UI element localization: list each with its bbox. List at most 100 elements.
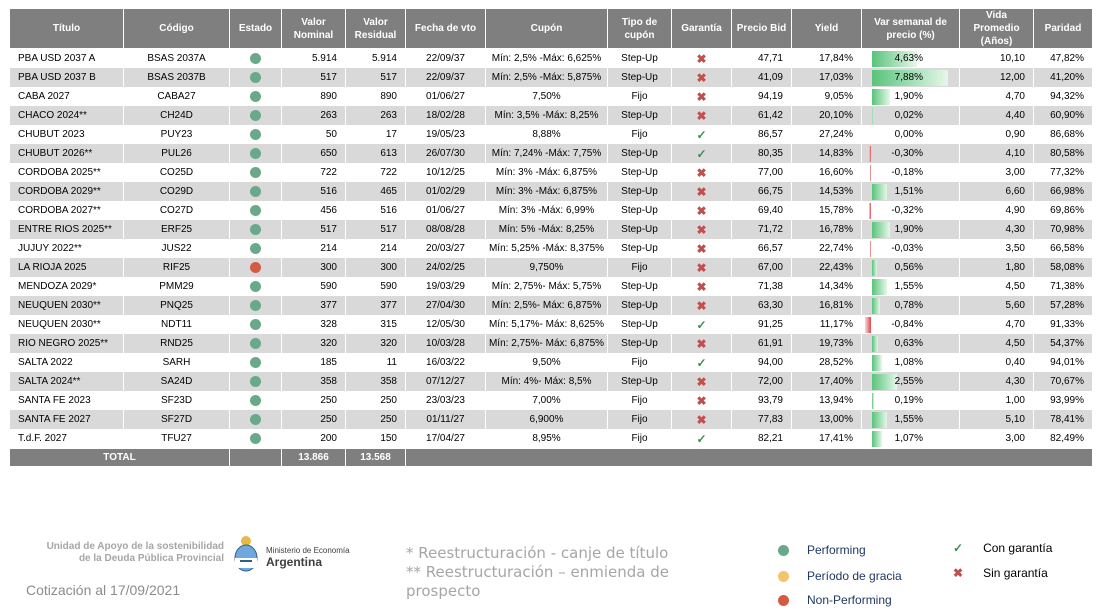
col-header-tipo-cupon: Tipo de cupón — [607, 8, 672, 49]
performing-dot-icon — [250, 166, 261, 178]
cell-fecha-vto: 01/02/29 — [405, 182, 486, 201]
cross-icon: ✖ — [696, 108, 707, 123]
performing-dot-icon — [250, 413, 261, 425]
non-performing-dot-icon — [778, 595, 789, 607]
cell-valor-residual: 465 — [345, 182, 406, 201]
cell-var-semanal: 1,90% — [861, 220, 960, 239]
cell-tipo-cupon: Step-Up — [607, 334, 672, 353]
cell-cupon: Mín: 2,75%- Máx: 6,875% — [485, 334, 608, 353]
cell-titulo: SALTA 2022 — [9, 353, 124, 372]
cell-valor-nominal: 377 — [281, 296, 346, 315]
cell-paridad: 70,98% — [1033, 220, 1093, 239]
cell-valor-residual: 250 — [345, 410, 406, 429]
cell-titulo: CHACO 2024** — [9, 106, 124, 125]
cell-fecha-vto: 01/06/27 — [405, 87, 486, 106]
cell-yield: 17,40% — [791, 372, 862, 391]
cell-yield: 28,52% — [791, 353, 862, 372]
table-row: NEUQUEN 2030** PNQ25 377 377 27/04/30 Mín: 2,… — [9, 296, 1093, 315]
cell-fecha-vto: 07/12/27 — [405, 372, 486, 391]
cell-tipo-cupon: Step-Up — [607, 68, 672, 87]
cell-vida-promedio: 3,50 — [959, 239, 1034, 258]
cell-paridad: 60,90% — [1033, 106, 1093, 125]
cell-codigo: ERF25 — [123, 220, 230, 239]
cell-codigo: PUY23 — [123, 125, 230, 144]
cell-titulo: SALTA 2024** — [9, 372, 124, 391]
cell-valor-nominal: 250 — [281, 391, 346, 410]
cell-vida-promedio: 4,30 — [959, 372, 1034, 391]
cell-valor-nominal: 328 — [281, 315, 346, 334]
cell-fecha-vto: 12/05/30 — [405, 315, 486, 334]
cross-icon: ✖ — [953, 566, 964, 580]
cell-estado — [229, 410, 282, 429]
cell-valor-residual: 5.914 — [345, 48, 406, 68]
cell-valor-residual: 300 — [345, 258, 406, 277]
bonds-table: Título Código Estado Valor Nominal Valor… — [9, 8, 1093, 466]
cell-estado — [229, 429, 282, 449]
cell-valor-residual: 250 — [345, 391, 406, 410]
performing-dot-icon — [250, 299, 261, 311]
performing-dot-icon — [250, 128, 261, 140]
performing-dot-icon — [250, 242, 261, 254]
table-row: CHUBUT 2023 PUY23 50 17 19/05/23 8,88% Fijo ✓ 86… — [9, 125, 1093, 144]
performing-dot-icon — [250, 185, 261, 197]
cell-codigo: TFU27 — [123, 429, 230, 449]
table-row: CORDOBA 2029** CO29D 516 465 01/02/29 Mín: 3%… — [9, 182, 1093, 201]
cell-var-semanal: 0,56% — [861, 258, 960, 277]
performing-dot-icon — [250, 71, 261, 83]
cell-yield: 17,84% — [791, 48, 862, 68]
cell-valor-residual: 17 — [345, 125, 406, 144]
cell-vida-promedio: 4,50 — [959, 334, 1034, 353]
cell-valor-nominal: 320 — [281, 334, 346, 353]
cell-fecha-vto: 20/03/27 — [405, 239, 486, 258]
cell-yield: 17,03% — [791, 68, 862, 87]
cell-garantia: ✓ — [671, 315, 732, 334]
cell-cupon: Mín: 2,5% -Máx: 6,625% — [485, 48, 608, 68]
cell-paridad: 78,41% — [1033, 410, 1093, 429]
var-bar — [872, 184, 887, 200]
var-bar — [872, 222, 891, 238]
cell-var-semanal: 0,78% — [861, 296, 960, 315]
var-bar — [872, 355, 883, 371]
total-valor-nominal: 13.866 — [281, 448, 346, 466]
cell-var-semanal: 2,55% — [861, 372, 960, 391]
col-header-yield: Yield — [791, 8, 862, 49]
cell-titulo: CORDOBA 2025** — [9, 163, 124, 182]
cell-vida-promedio: 1,80 — [959, 258, 1034, 277]
var-bar — [872, 393, 874, 409]
cell-vida-promedio: 4,70 — [959, 87, 1034, 106]
cell-paridad: 94,01% — [1033, 353, 1093, 372]
cell-tipo-cupon: Step-Up — [607, 220, 672, 239]
table-header-row: Título Código Estado Valor Nominal Valor… — [9, 8, 1093, 49]
cell-tipo-cupon: Step-Up — [607, 239, 672, 258]
var-value: 1,90% — [894, 224, 923, 235]
cell-yield: 20,10% — [791, 106, 862, 125]
legend-grace: Período de gracia — [778, 569, 902, 583]
col-header-codigo: Código — [123, 8, 230, 49]
cell-tipo-cupon: Step-Up — [607, 182, 672, 201]
cell-cupon: 8,88% — [485, 125, 608, 144]
cell-valor-nominal: 358 — [281, 372, 346, 391]
cell-precio-bid: 82,21 — [731, 429, 792, 449]
footnotes: * Reestructuración - canje de título ** … — [406, 544, 736, 601]
cell-estado — [229, 372, 282, 391]
cell-valor-residual: 517 — [345, 220, 406, 239]
cell-vida-promedio: 3,00 — [959, 163, 1034, 182]
cell-valor-nominal: 300 — [281, 258, 346, 277]
cell-titulo: PBA USD 2037 B — [9, 68, 124, 87]
cell-vida-promedio: 4,90 — [959, 201, 1034, 220]
cell-cupon: Mín: 3% -Máx: 6,99% — [485, 201, 608, 220]
cell-valor-residual: 516 — [345, 201, 406, 220]
table-row: CABA 2027 CABA27 890 890 01/06/27 7,50% Fijo ✖ 9… — [9, 87, 1093, 106]
cell-garantia: ✓ — [671, 125, 732, 144]
cell-yield: 19,73% — [791, 334, 862, 353]
cell-vida-promedio: 1,00 — [959, 391, 1034, 410]
cell-var-semanal: 0,63% — [861, 334, 960, 353]
cross-icon: ✖ — [696, 70, 707, 85]
non-performing-dot-icon — [250, 261, 261, 273]
cell-fecha-vto: 23/03/23 — [405, 391, 486, 410]
cell-precio-bid: 71,38 — [731, 277, 792, 296]
cell-estado — [229, 163, 282, 182]
cell-garantia: ✖ — [671, 372, 732, 391]
cell-fecha-vto: 19/03/29 — [405, 277, 486, 296]
cell-paridad: 69,86% — [1033, 201, 1093, 220]
